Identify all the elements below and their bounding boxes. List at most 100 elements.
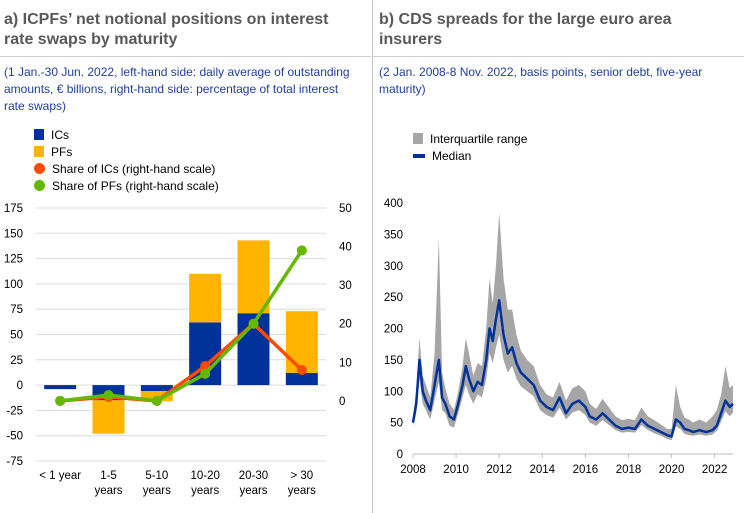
y-tick-label: 100 <box>384 386 403 398</box>
y-tick-label: 150 <box>384 355 403 367</box>
x-category-label: > 30 <box>290 470 313 482</box>
x-category-label: 5-10 <box>145 470 168 482</box>
y-right-tick-label: 50 <box>339 203 352 215</box>
y-tick-label: 0 <box>397 449 403 461</box>
iqr-band <box>413 212 733 441</box>
bar-pfs <box>285 311 318 373</box>
x-category-label: years <box>239 485 267 497</box>
y-tick-label: 50 <box>390 418 403 430</box>
maturity-bar-chart: 1751501251007550250-25-50-7550403020100<… <box>4 203 352 497</box>
y-left-tick-label: -25 <box>6 405 23 417</box>
panel-a-title-line2: rate swaps by maturity <box>4 31 178 48</box>
y-left-tick-label: 50 <box>10 330 23 342</box>
x-category-label: years <box>191 485 219 497</box>
x-category-label: years <box>143 485 171 497</box>
y-left-tick-label: 175 <box>4 203 23 215</box>
legend-item-iqr: Interquartile range <box>413 130 527 147</box>
x-category-label: < 1 year <box>39 470 81 482</box>
panel-a-title-line1: a) ICPFs’ net notional positions on inte… <box>4 11 329 28</box>
x-tick-label: 2022 <box>702 464 728 476</box>
panel-b-subtitle-line1: (2 Jan. 2008-8 Nov. 2022, basis points, … <box>379 65 703 79</box>
y-left-tick-label: 100 <box>4 279 23 291</box>
y-left-tick-label: 150 <box>4 228 23 240</box>
point-share-ics <box>296 364 307 375</box>
x-category-label: 20-30 <box>239 470 268 482</box>
legend-item-share-pfs: Share of PFs (right-hand scale) <box>34 177 219 194</box>
legend-swatch-iqr <box>413 133 423 144</box>
panel-a-subtitle: (1 Jan.-30 Jun. 2022, left-hand side: da… <box>4 64 350 115</box>
y-tick-label: 250 <box>384 292 403 304</box>
y-right-tick-label: 40 <box>339 242 352 254</box>
point-share-pfs <box>55 395 66 406</box>
x-tick-label: 2012 <box>486 464 512 476</box>
x-tick-label: 2020 <box>659 464 685 476</box>
legend-label-share-ics: Share of ICs (right-hand scale) <box>52 161 216 176</box>
panel-a-subtitle-line2: amounts, € billions, right-hand side: pe… <box>4 82 339 96</box>
panel-a-title: a) ICPFs’ net notional positions on inte… <box>4 10 328 50</box>
point-share-ics <box>200 361 211 372</box>
y-right-tick-label: 10 <box>339 357 352 369</box>
point-share-pfs <box>296 245 307 256</box>
bar-pfs <box>189 273 222 323</box>
cds-spread-chart: 400 350 300 250 200 150 100 50 0 2008 2010 2012 2014… <box>384 198 734 476</box>
legend-marker-share-ics <box>34 163 45 174</box>
y-left-tick-label: 125 <box>4 254 23 266</box>
legend-swatch-ics <box>34 129 44 140</box>
x-tick-label: 2014 <box>529 464 555 476</box>
median-line <box>411 299 734 438</box>
line-share-pfs <box>59 249 304 403</box>
legend-label-share-pfs: Share of PFs (right-hand scale) <box>52 178 219 193</box>
bar-ics <box>140 385 173 392</box>
legend-line-median <box>413 153 425 158</box>
y-tick-label: 300 <box>384 261 403 273</box>
panel-a-subtitle-line1: (1 Jan.-30 Jun. 2022, left-hand side: da… <box>4 65 350 79</box>
bar-ics <box>44 385 77 390</box>
panel-a-subtitle-line3: rate swaps) <box>4 99 67 113</box>
panel-b-title: b) CDS spreads for the large euro area i… <box>379 10 672 50</box>
x-tick-label: 2016 <box>573 464 599 476</box>
point-share-pfs <box>248 318 259 329</box>
legend-label-pfs: PFs <box>51 144 73 159</box>
legend-label-median: Median <box>432 148 472 163</box>
legend-marker-share-pfs <box>34 180 45 191</box>
y-left-tick-label: -75 <box>6 456 23 468</box>
y-tick-label: 350 <box>384 229 403 241</box>
x-category-label: years <box>288 485 316 497</box>
left-title-rule <box>0 56 371 57</box>
point-share-pfs <box>103 390 114 401</box>
panel-divider <box>372 0 373 513</box>
y-right-tick-label: 0 <box>339 396 345 408</box>
point-share-pfs <box>200 368 211 379</box>
panel-b-title-line2: insurers <box>379 31 443 48</box>
legend-item-ics: ICs <box>34 126 219 143</box>
bar-ics <box>285 372 318 386</box>
y-left-tick-label: 0 <box>17 380 23 392</box>
legend-item-share-ics: Share of ICs (right-hand scale) <box>34 160 219 177</box>
legend-label-ics: ICs <box>51 127 69 142</box>
legend-swatch-pfs <box>34 146 44 157</box>
x-category-label: 1-5 <box>100 470 117 482</box>
y-right-tick-label: 20 <box>339 319 352 331</box>
x-tick-label: 2018 <box>616 464 642 476</box>
y-left-tick-label: 75 <box>10 304 23 316</box>
x-category-label: 10-20 <box>190 470 219 482</box>
bar-pfs <box>237 240 270 314</box>
x-category-label: years <box>94 485 122 497</box>
panel-b-legend: Interquartile range Median <box>413 130 527 164</box>
y-tick-label: 200 <box>384 324 403 336</box>
legend-item-pfs: PFs <box>34 143 219 160</box>
bar-pfs <box>92 400 125 434</box>
panel-b-subtitle: (2 Jan. 2008-8 Nov. 2022, basis points, … <box>379 64 702 98</box>
x-tick-label: 2008 <box>400 464 426 476</box>
y-right-tick-label: 30 <box>339 280 352 292</box>
x-tick-label: 2010 <box>443 464 469 476</box>
legend-label-iqr: Interquartile range <box>430 131 528 146</box>
y-left-tick-label: 25 <box>10 355 23 367</box>
panel-a-legend: ICs PFs Share of ICs (right-hand scale) … <box>34 126 219 194</box>
panel-b-title-line1: b) CDS spreads for the large euro area <box>379 11 672 28</box>
y-left-tick-label: -50 <box>6 431 23 443</box>
panel-b-subtitle-line2: maturity) <box>379 82 426 96</box>
right-title-rule <box>373 56 744 57</box>
legend-item-median: Median <box>413 147 527 164</box>
point-share-pfs <box>151 395 162 406</box>
